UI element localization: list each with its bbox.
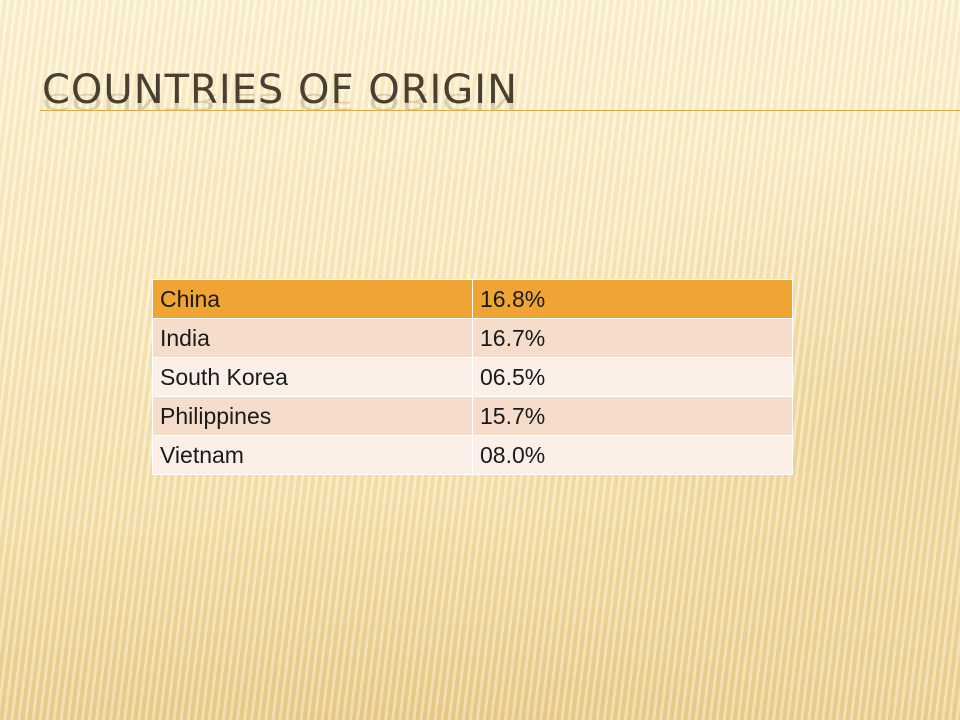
slide-title: COUNTRIES OF ORIGIN	[42, 70, 518, 110]
country-cell: Vietnam	[153, 436, 473, 475]
countries-table: China 16.8% India 16.7% South Korea 06.5…	[152, 279, 793, 475]
percent-cell: 15.7%	[473, 397, 793, 436]
table-row: Philippines 15.7%	[153, 397, 793, 436]
table-row: India 16.7%	[153, 319, 793, 358]
country-cell: South Korea	[153, 358, 473, 397]
percent-cell: 06.5%	[473, 358, 793, 397]
title-underline	[40, 110, 960, 111]
country-cell: China	[153, 280, 473, 319]
country-cell: India	[153, 319, 473, 358]
table-row: Vietnam 08.0%	[153, 436, 793, 475]
country-cell: Philippines	[153, 397, 473, 436]
percent-cell: 08.0%	[473, 436, 793, 475]
table-row: South Korea 06.5%	[153, 358, 793, 397]
percent-cell: 16.7%	[473, 319, 793, 358]
table-row: China 16.8%	[153, 280, 793, 319]
percent-cell: 16.8%	[473, 280, 793, 319]
